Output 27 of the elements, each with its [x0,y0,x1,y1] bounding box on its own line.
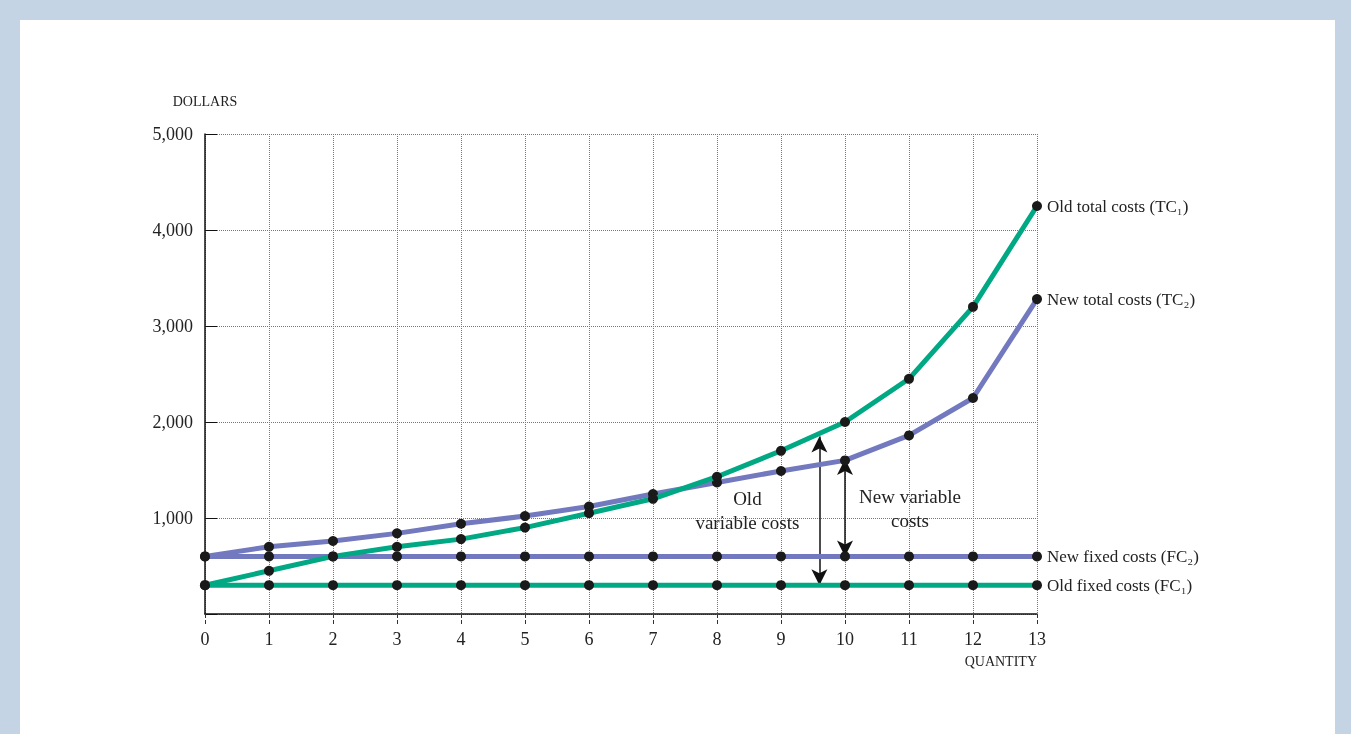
x-tick-label: 1 [264,629,274,649]
x-tick-label: 11 [900,629,918,649]
y-tick-label: 5,000 [152,124,193,144]
x-tick-label: 10 [836,629,854,649]
x-axis-title: QUANTITY [964,653,1037,669]
x-tick-label: 0 [200,629,210,649]
x-tick-label: 9 [776,629,786,649]
y-axis-title: DOLLARS [172,93,238,109]
x-tick-label: 2 [328,629,338,649]
annotation: Old variable costs [695,488,800,534]
y-tick-label: 4,000 [152,220,193,240]
x-tick-label: 8 [712,629,722,649]
series-label: Old fixed costs (FC₁) [1047,575,1193,595]
x-tick-label: 6 [584,629,594,649]
annotation: New variable costs [859,486,961,532]
x-tick-label: 12 [964,629,982,649]
y-tick-label: 2,000 [152,412,193,432]
x-tick-label: 7 [648,629,658,649]
x-tick-label: 13 [1028,629,1046,649]
x-tick-label: 5 [520,629,530,649]
series-label: New total costs (TC₂) [1047,289,1196,309]
series-label: New fixed costs (FC₂) [1047,546,1199,566]
y-tick-label: 3,000 [152,316,193,336]
series-label: Old total costs (TC₁) [1047,196,1189,216]
y-tick-label: 1,000 [152,508,193,528]
x-tick-label: 4 [456,629,466,649]
x-tick-label: 3 [392,629,402,649]
